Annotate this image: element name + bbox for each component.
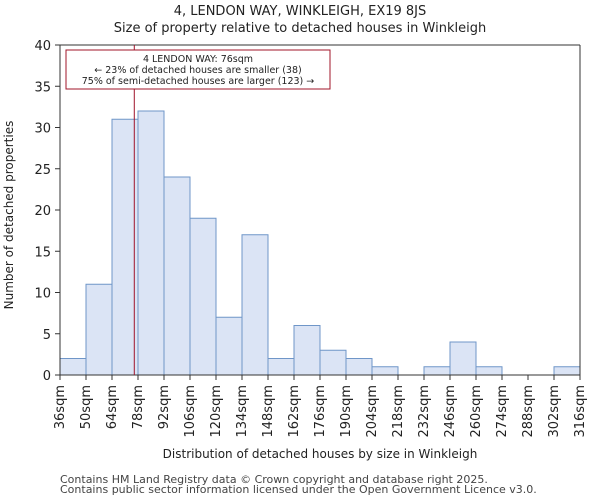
footer-line-1: Contains HM Land Registry data © Crown c…: [60, 473, 488, 486]
y-tick-label: 20: [34, 204, 51, 219]
annotation-line-1: 4 LENDON WAY: 76sqm: [143, 54, 253, 65]
x-tick-label: 204sqm: [365, 385, 380, 438]
x-tick-label: 260sqm: [469, 385, 484, 438]
y-tick-label: 0: [43, 369, 51, 384]
bar-134sqm: [241, 234, 269, 376]
x-tick-label: 302sqm: [547, 385, 562, 438]
chart-title: 4, LENDON WAY, WINKLEIGH, EX19 8JS: [173, 4, 427, 19]
x-tick-label: 162sqm: [287, 385, 302, 438]
x-tick-label: 106sqm: [183, 385, 198, 438]
annotation-line-3: 75% of semi-detached houses are larger (…: [82, 76, 315, 87]
x-axis: 36sqm 50sqm 64sqm 78sqm 92sqm 106sqm 120sqm 134…: [53, 375, 588, 438]
y-tick-label: 40: [34, 39, 51, 54]
bar-190sqm: [345, 358, 373, 376]
x-tick-label: 134sqm: [235, 385, 250, 438]
y-tick-label: 35: [34, 80, 51, 95]
bar-246sqm: [449, 341, 477, 376]
x-tick-label: 316sqm: [573, 385, 588, 438]
bar-204sqm: [371, 366, 399, 376]
chart-subtitle: Size of property relative to detached ho…: [113, 21, 487, 36]
x-tick-label: 274sqm: [495, 385, 510, 438]
x-tick-label: 232sqm: [417, 385, 432, 438]
bar-64sqm: [111, 118, 139, 376]
x-tick-label: 120sqm: [209, 385, 224, 438]
y-tick-label: 25: [34, 163, 51, 178]
y-tick-label: 15: [34, 245, 51, 260]
bar-148sqm: [267, 358, 295, 376]
x-tick-label: 218sqm: [391, 385, 406, 438]
x-tick-label: 246sqm: [443, 385, 458, 438]
y-tick-label: 10: [34, 287, 51, 302]
bar-176sqm: [319, 349, 347, 376]
bar-92sqm: [163, 176, 191, 376]
x-tick-label: 148sqm: [261, 385, 276, 438]
bar-232sqm: [423, 366, 451, 376]
bar-36sqm: [59, 358, 87, 376]
x-tick-label: 78sqm: [131, 385, 146, 429]
y-tick-label: 5: [43, 328, 51, 343]
x-tick-label: 50sqm: [79, 385, 94, 429]
bar-260sqm: [475, 366, 503, 376]
bar-302sqm: [553, 366, 581, 376]
bar-162sqm: [293, 325, 321, 376]
x-tick-label: 64sqm: [105, 385, 120, 429]
y-axis-label: Number of detached properties: [2, 121, 16, 310]
bar-78sqm: [137, 110, 165, 376]
x-tick-label: 92sqm: [157, 385, 172, 429]
y-axis: 0 5 10 15 20 25 30 35 40: [34, 39, 60, 384]
x-axis-label: Distribution of detached houses by size …: [163, 447, 478, 461]
x-tick-label: 36sqm: [53, 385, 68, 429]
x-tick-label: 190sqm: [339, 385, 354, 438]
annotation-box: [65, 49, 331, 90]
y-tick-label: 30: [34, 122, 51, 137]
bars-group: [59, 110, 581, 376]
bar-106sqm: [189, 217, 217, 376]
x-tick-label: 176sqm: [313, 385, 328, 438]
x-tick-label: 288sqm: [521, 385, 536, 438]
bar-50sqm: [85, 283, 113, 376]
footer-line-2: Contains public sector information licen…: [60, 483, 537, 496]
annotation-line-2: ← 23% of detached houses are smaller (38…: [94, 65, 301, 76]
bar-120sqm: [215, 316, 243, 376]
